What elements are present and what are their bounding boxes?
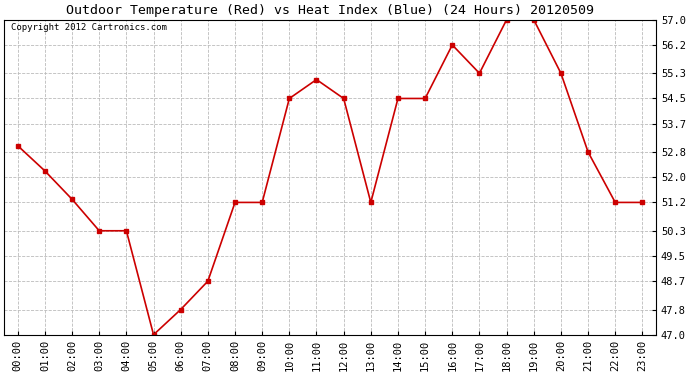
Text: Copyright 2012 Cartronics.com: Copyright 2012 Cartronics.com bbox=[10, 23, 166, 32]
Title: Outdoor Temperature (Red) vs Heat Index (Blue) (24 Hours) 20120509: Outdoor Temperature (Red) vs Heat Index … bbox=[66, 4, 594, 17]
